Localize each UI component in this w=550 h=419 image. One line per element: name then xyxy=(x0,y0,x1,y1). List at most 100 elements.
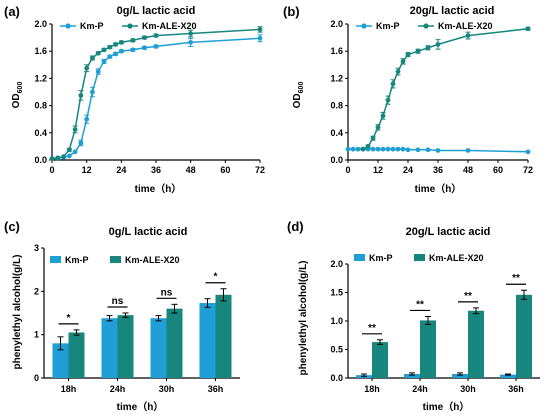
panel-d-plot: 0.0 0.5 1.0 1.5 2.0 18h ** 24h ** 30h ** 36h ** Km-P K… xyxy=(330,253,540,394)
b-legend-km-p-marker xyxy=(361,23,367,29)
b-km-ale-x20-point xyxy=(370,135,376,141)
panel-a-xlabel: time（h） xyxy=(135,182,182,195)
panel-c-plot: 0 1 2 3 18h * 24h ns 30h ns 36h * Km-P Km-ALE-X20 xyxy=(34,243,240,394)
a-x-tick-label: 24 xyxy=(116,165,126,175)
b-km-p-point xyxy=(435,148,441,153)
d-km-p-bar xyxy=(452,374,468,378)
a-km-p-point xyxy=(188,39,194,45)
c-km-ale-x20-bar xyxy=(215,294,232,378)
b-km-p-point xyxy=(370,146,376,152)
b-km-p-point xyxy=(380,146,386,152)
a-y-tick-label: 0.8 xyxy=(34,101,47,111)
c-km-ale-x20-bar xyxy=(68,332,85,378)
b-km-ale-x20-point xyxy=(465,33,471,38)
d-y-tick-label: 1.5 xyxy=(330,288,343,298)
a-km-ale-x20-point xyxy=(78,93,84,98)
b-km-ale-x20-point xyxy=(360,146,366,152)
a-km-p-point xyxy=(95,69,101,74)
a-x-tick-label: 72 xyxy=(255,165,265,175)
d-y-tick-label: 0.5 xyxy=(330,345,343,355)
d-legend-km-ale-x20-swatch xyxy=(414,254,425,261)
panel-d-label: (d) xyxy=(287,219,304,234)
b-km-p-point xyxy=(395,146,401,152)
panel-c-label: (c) xyxy=(4,219,20,234)
a-legend-km-ale-x20-label: Km-ALE-X20 xyxy=(142,21,197,31)
c-y-tick-label: 3 xyxy=(34,243,39,253)
panel-b-ylabel-sub: 600 xyxy=(298,82,305,94)
b-y-tick-label: 2.0 xyxy=(330,19,343,29)
a-km-ale-x20-point xyxy=(49,156,55,162)
b-km-ale-x20-point xyxy=(385,97,391,103)
c-km-p-bar xyxy=(52,343,69,378)
b-x-tick-label: 24 xyxy=(403,165,413,175)
panel-b-ylabel-main: OD xyxy=(292,93,303,108)
d-km-ale-x20-bar xyxy=(420,320,436,378)
c-km-p-bar xyxy=(101,318,118,378)
c-significance-mark: ns xyxy=(112,296,124,307)
a-km-p-point xyxy=(78,140,84,146)
a-y-tick-label: 1.2 xyxy=(34,73,47,83)
a-km-ale-x20-point xyxy=(61,154,66,160)
b-legend-km-ale-x20-label: Km-ALE-X20 xyxy=(438,21,493,31)
a-x-tick-label: 36 xyxy=(151,165,161,175)
b-km-p-point xyxy=(425,147,431,153)
c-x-tick-label: 30h xyxy=(159,384,175,394)
b-km-ale-x20-point xyxy=(375,124,381,130)
panel-a: (a) 0g/L lactic acid time（h） OD600 0.00.… xyxy=(4,4,265,195)
b-km-ale-x20-point xyxy=(405,52,411,57)
c-km-ale-x20-bar xyxy=(117,315,134,378)
a-km-p-point xyxy=(66,153,72,159)
b-km-ale-x20-point xyxy=(365,144,371,149)
d-significance-mark: ** xyxy=(512,273,520,284)
d-significance-mark: ** xyxy=(416,299,424,310)
a-km-ale-x20-point xyxy=(257,27,263,32)
a-km-ale-x20-point xyxy=(142,35,147,40)
a-km-p-point xyxy=(257,35,263,41)
c-legend-km-p-label: Km-P xyxy=(65,255,89,265)
c-y-tick-label: 0 xyxy=(34,373,39,383)
c-km-p-bar xyxy=(199,303,216,378)
a-y-tick-label: 0.0 xyxy=(34,155,47,165)
c-km-p-bar xyxy=(150,318,167,378)
c-km-ale-x20-bar xyxy=(166,308,183,378)
panel-c-ylabel: phenylethyl alcohol(g/L) xyxy=(12,254,23,369)
b-legend-km-p-label: Km-P xyxy=(376,21,400,31)
a-legend-km-p-label: Km-P xyxy=(80,21,104,31)
a-km-ale-x20-point xyxy=(130,37,136,43)
a-y-tick-label: 1.6 xyxy=(34,46,47,56)
a-km-p-point xyxy=(113,51,118,57)
a-km-p-point xyxy=(101,59,107,64)
b-y-tick-label: 0.8 xyxy=(330,101,343,111)
b-km-ale-x20-point xyxy=(395,69,401,74)
a-km-p-point xyxy=(84,116,90,122)
b-km-ale-x20-point xyxy=(425,45,431,51)
panel-b-title: 20g/L lactic acid xyxy=(410,5,495,17)
b-y-tick-label: 1.6 xyxy=(330,46,343,56)
b-x-tick-label: 12 xyxy=(373,165,383,175)
d-x-tick-label: 24h xyxy=(412,384,428,394)
b-km-ale-x20-point xyxy=(415,48,421,54)
d-km-p-bar xyxy=(500,374,516,378)
panel-a-label: (a) xyxy=(4,4,20,19)
c-legend-km-p-swatch xyxy=(50,256,61,263)
a-km-ale-x20-point xyxy=(72,126,78,132)
b-km-p-point xyxy=(390,146,396,152)
panel-b-ylabel: OD600 xyxy=(292,82,305,109)
d-significance-mark: ** xyxy=(368,323,376,334)
panel-a-plot: 0.0 0.4 0.8 1.2 1.6 2.0 0 12 24 36 48 60 72 Km-P Km-AL… xyxy=(34,19,265,175)
d-x-tick-label: 36h xyxy=(508,384,524,394)
c-x-tick-label: 18h xyxy=(61,384,77,394)
d-km-ale-x20-bar xyxy=(516,294,532,378)
a-y-tick-label: 0.4 xyxy=(34,128,47,138)
b-x-tick-label: 36 xyxy=(433,165,443,175)
b-km-ale-x20-line xyxy=(362,28,529,150)
c-x-tick-label: 36h xyxy=(208,384,224,394)
a-km-ale-x20-point xyxy=(113,42,118,47)
panel-d-title: 20g/L lactic acid xyxy=(406,226,491,238)
b-km-p-point xyxy=(355,146,361,152)
d-y-tick-label: 2.0 xyxy=(330,259,343,269)
b-y-tick-label: 1.2 xyxy=(330,73,343,83)
a-km-p-point xyxy=(107,54,113,60)
b-km-p-point xyxy=(465,148,471,153)
